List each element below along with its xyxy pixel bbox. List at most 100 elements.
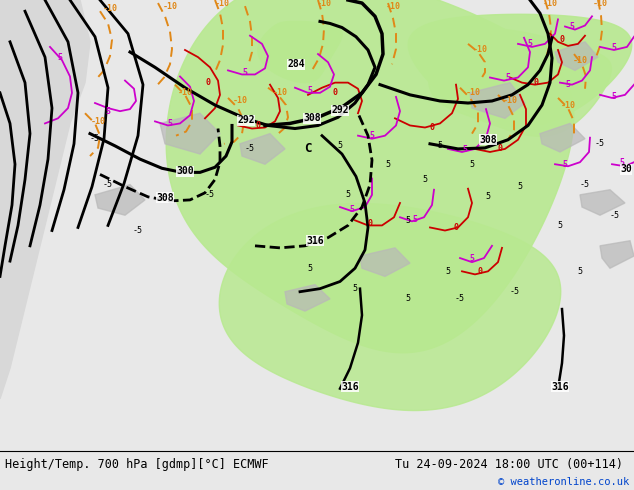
- Text: 0: 0: [453, 223, 458, 232]
- Text: 5: 5: [437, 141, 443, 150]
- Text: -5: -5: [133, 226, 143, 235]
- Polygon shape: [360, 248, 410, 276]
- Text: -5: -5: [103, 180, 113, 189]
- Text: 5: 5: [612, 93, 616, 101]
- Text: 0: 0: [477, 267, 482, 276]
- Polygon shape: [160, 113, 220, 154]
- Text: -10: -10: [543, 0, 557, 7]
- Text: -10: -10: [593, 0, 607, 7]
- Text: 0: 0: [368, 219, 373, 228]
- Text: 316: 316: [551, 382, 569, 392]
- Text: -5: -5: [245, 145, 255, 153]
- Text: 5: 5: [385, 160, 391, 169]
- Polygon shape: [540, 123, 585, 152]
- Polygon shape: [470, 83, 525, 118]
- Text: 5: 5: [486, 193, 491, 201]
- Text: 308: 308: [479, 135, 497, 145]
- Text: 308: 308: [303, 113, 321, 123]
- Text: 5: 5: [470, 160, 474, 169]
- Text: 0: 0: [332, 88, 337, 98]
- Text: 5: 5: [422, 175, 427, 184]
- Text: -10: -10: [214, 0, 230, 7]
- Text: 0: 0: [205, 78, 210, 87]
- Text: 316: 316: [341, 382, 359, 392]
- Polygon shape: [580, 190, 625, 215]
- Text: -5: -5: [595, 139, 605, 148]
- Text: -10: -10: [91, 117, 105, 126]
- Text: 5: 5: [566, 80, 571, 89]
- Text: 5: 5: [446, 267, 451, 276]
- Text: -10: -10: [316, 0, 332, 7]
- Text: 0: 0: [429, 123, 434, 132]
- Text: -10: -10: [233, 97, 247, 105]
- Text: 5: 5: [406, 294, 410, 303]
- Text: 5: 5: [105, 107, 110, 116]
- Polygon shape: [0, 0, 90, 399]
- Text: 5: 5: [307, 264, 313, 273]
- Text: C: C: [304, 143, 312, 155]
- Text: -10: -10: [503, 97, 517, 105]
- Text: 300: 300: [176, 167, 194, 176]
- Text: -10: -10: [560, 100, 576, 110]
- Polygon shape: [240, 134, 285, 164]
- Text: -5: -5: [610, 211, 620, 220]
- Text: 0: 0: [533, 78, 538, 87]
- Text: 5: 5: [167, 119, 172, 128]
- Text: 5: 5: [337, 141, 342, 150]
- Text: -10: -10: [472, 46, 488, 54]
- Text: 0: 0: [256, 121, 261, 130]
- Text: 292: 292: [237, 115, 255, 125]
- Text: 5: 5: [413, 215, 418, 224]
- Text: 308: 308: [156, 193, 174, 203]
- Text: 0: 0: [498, 145, 503, 153]
- Text: -10: -10: [385, 1, 401, 11]
- Text: -10: -10: [273, 88, 287, 98]
- Text: 5: 5: [406, 216, 410, 225]
- Polygon shape: [285, 285, 330, 311]
- Polygon shape: [219, 203, 560, 411]
- Text: 5: 5: [562, 160, 567, 169]
- Text: -10: -10: [162, 1, 178, 11]
- Text: -10: -10: [573, 56, 588, 65]
- Text: 5: 5: [470, 253, 474, 263]
- Text: 292: 292: [331, 105, 349, 115]
- Text: -5: -5: [205, 190, 215, 199]
- Text: 5: 5: [527, 39, 533, 49]
- Text: 30: 30: [620, 164, 632, 174]
- Text: 5: 5: [578, 267, 583, 276]
- Text: -5: -5: [510, 287, 520, 296]
- Text: 5: 5: [307, 86, 313, 95]
- Text: 5: 5: [505, 73, 510, 82]
- Polygon shape: [408, 14, 631, 126]
- Text: -5: -5: [90, 134, 100, 143]
- Text: 5: 5: [462, 146, 467, 154]
- Text: 5: 5: [349, 205, 354, 214]
- Text: Tu 24-09-2024 18:00 UTC (00+114): Tu 24-09-2024 18:00 UTC (00+114): [395, 458, 623, 471]
- Text: 5: 5: [517, 182, 522, 191]
- Polygon shape: [258, 22, 342, 83]
- Text: 5: 5: [353, 284, 358, 293]
- Text: -10: -10: [178, 88, 193, 98]
- Text: -5: -5: [455, 294, 465, 303]
- Text: -10: -10: [465, 88, 481, 98]
- Polygon shape: [555, 42, 598, 71]
- Text: © weatheronline.co.uk: © weatheronline.co.uk: [498, 477, 629, 487]
- Text: 5: 5: [370, 131, 375, 140]
- Text: 5: 5: [346, 190, 351, 199]
- Text: 0: 0: [559, 35, 564, 44]
- Text: -5: -5: [580, 180, 590, 189]
- Text: 5: 5: [569, 22, 574, 31]
- Polygon shape: [600, 241, 634, 268]
- Text: 5: 5: [58, 52, 63, 62]
- Text: Height/Temp. 700 hPa [gdmp][°C] ECMWF: Height/Temp. 700 hPa [gdmp][°C] ECMWF: [5, 458, 269, 471]
- Polygon shape: [95, 185, 145, 215]
- Text: 5: 5: [242, 68, 247, 77]
- Text: 284: 284: [287, 59, 305, 69]
- Polygon shape: [429, 29, 611, 136]
- Text: 5: 5: [619, 158, 624, 167]
- Text: -10: -10: [103, 3, 117, 13]
- Polygon shape: [166, 0, 574, 353]
- Text: 316: 316: [306, 236, 324, 245]
- Text: 5: 5: [557, 221, 562, 230]
- Text: 5: 5: [612, 44, 616, 52]
